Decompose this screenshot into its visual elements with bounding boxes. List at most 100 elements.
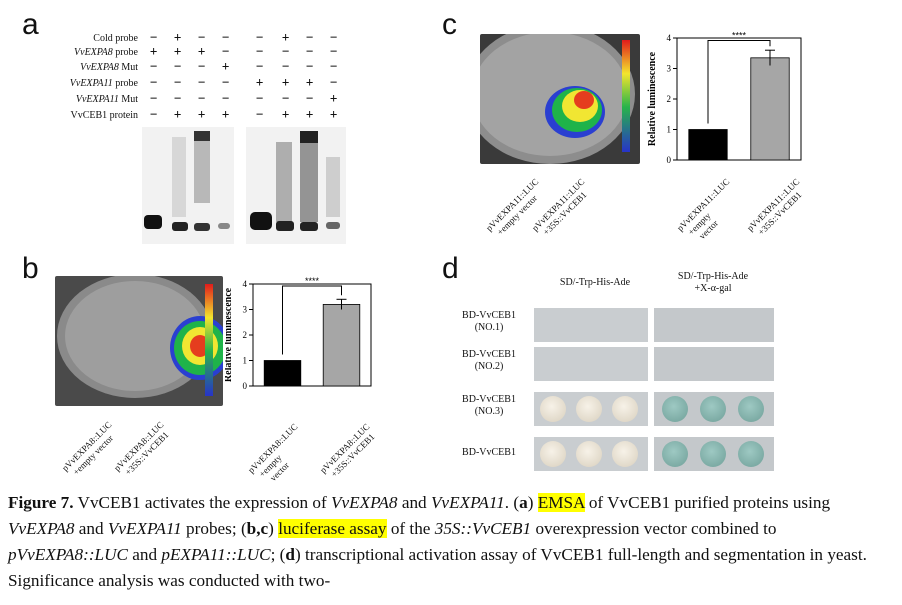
gene-name: VvEXPA11 — [75, 94, 119, 105]
panel-a-row-label: VvEXPA8 probe — [74, 47, 138, 58]
panel-a-sign: + — [330, 91, 338, 105]
caption-text: ) transcriptional activation assay of Vv… — [8, 545, 867, 590]
caption-text: and — [397, 493, 431, 512]
panel-a-sign: − — [198, 59, 206, 73]
yeast-colony-white — [576, 441, 602, 467]
panel-c-y-tick-label: 3 — [667, 64, 672, 74]
panel-c-bar — [750, 57, 790, 161]
luciferase-leaf-image-b — [55, 276, 223, 406]
panel-c-y-tick-label: 4 — [667, 33, 672, 43]
caption-text: ) — [268, 519, 279, 538]
panel-a-sign: − — [282, 59, 290, 73]
caption-text: ; ( — [270, 545, 286, 564]
panel-c-y-tick-label: 1 — [667, 125, 672, 135]
panel-a-sign: − — [198, 75, 206, 89]
panel-a-sign: − — [198, 91, 206, 105]
panel-b-bar-chart: 0 1 2 3 4 **** Relative luminescence — [225, 276, 372, 391]
panel-d-plate-sd — [534, 347, 648, 381]
panel-c-letter: c — [442, 8, 457, 41]
panel-d-row-label: BD-VvCEB1 (NO.2) — [462, 349, 516, 372]
caption-gene: 35S::VvCEB1 — [434, 519, 532, 538]
panel-b-significance-bracket — [282, 285, 342, 355]
panel-a-row-label: VvCEB1 protein — [70, 110, 139, 121]
panel-c-bar-chart: 0 1 2 3 4 **** Relative luminescence — [647, 30, 802, 165]
gene-name: VvEXPA11 — [69, 78, 113, 89]
panel-a-sign: − — [306, 59, 314, 73]
yeast-colony-white — [540, 441, 566, 467]
panel-a-sign: + — [330, 107, 338, 121]
caption-panel-ref: a — [519, 493, 528, 512]
panel-a-sign: − — [330, 30, 338, 44]
panel-a-sign: − — [150, 30, 158, 44]
panel-a-sign: − — [306, 91, 314, 105]
panel-a-row-label: VvEXPA11 probe — [70, 78, 138, 89]
yeast-colony-white — [540, 396, 566, 422]
panel-a-sign: − — [330, 44, 338, 58]
panel-a-row-label: Cold probe — [93, 33, 138, 44]
panel-d-column-2: SD/-Trp-His-Ade +X-α-gal — [677, 271, 749, 294]
yeast-colony-blue — [738, 441, 764, 467]
panel-a-sign: − — [198, 30, 206, 44]
panel-a-sign: + — [282, 107, 290, 121]
panel-a-row-label: VvEXPA8 Mut — [80, 62, 138, 73]
panel-c-y-axis-label: Relative luminescence — [647, 51, 658, 146]
panel-a-sign: − — [174, 75, 182, 89]
panel-a-sign: − — [150, 107, 158, 121]
panel-a-sign: + — [222, 59, 230, 73]
panel-a-sign: − — [330, 59, 338, 73]
panel-a-sign: − — [150, 59, 158, 73]
luciferase-leaf-image-c — [480, 34, 640, 164]
panel-b-y-tick-label: 1 — [243, 356, 248, 366]
caption-text: . ( — [504, 493, 520, 512]
row-label-suffix: Mut — [118, 62, 138, 73]
panel-b-bar — [322, 304, 361, 387]
emsa-gel-right — [246, 127, 346, 244]
panel-c-significance-bracket — [707, 39, 771, 124]
panel-d-letter: d — [442, 252, 459, 285]
panel-a-sign: − — [256, 30, 264, 44]
caption-panel-ref: d — [285, 545, 295, 564]
panel-d-plate-sd — [534, 308, 648, 342]
panel-d-plate-xgal — [654, 308, 774, 342]
caption-text: probes; ( — [181, 519, 247, 538]
panel-a-sign: − — [222, 44, 230, 58]
caption-gene: VvEXPA8 — [331, 493, 398, 512]
panel-a-sign: + — [282, 75, 290, 89]
panel-a-sign: + — [222, 107, 230, 121]
row-label-suffix: Mut — [118, 94, 138, 105]
panel-a-sign: + — [174, 44, 182, 58]
caption-text: overexpression vector combined to — [531, 519, 777, 538]
caption-text: ) — [527, 493, 538, 512]
panel-b-letter: b — [22, 252, 39, 285]
panel-d-row-label: BD-VvCEB1 (NO.3) — [462, 394, 516, 417]
panel-a-sign: + — [198, 44, 206, 58]
panel-a-sign: − — [222, 75, 230, 89]
panel-a-sign: + — [256, 75, 264, 89]
emsa-gel-left — [142, 127, 234, 244]
yeast-colony-blue — [700, 396, 726, 422]
panel-c-y-tick-label: 0 — [667, 155, 672, 165]
panel-a-sign: + — [174, 107, 182, 121]
caption-gene: pVvEXPA8::LUC — [8, 545, 128, 564]
panel-a-sign: − — [174, 91, 182, 105]
panel-a-sign: + — [150, 44, 158, 58]
panel-a-sign: − — [306, 30, 314, 44]
yeast-colony-blue — [700, 441, 726, 467]
caption-gene: VvEXPA8 — [8, 519, 75, 538]
row-label-suffix: probe — [112, 78, 138, 89]
caption-text: of VvCEB1 purified proteins using — [584, 493, 831, 512]
caption-gene: pEXPA11::LUC — [161, 545, 271, 564]
panel-a-sign: − — [150, 75, 158, 89]
panel-d-plate-xgal — [654, 347, 774, 381]
panel-b-y-tick-label: 0 — [243, 381, 248, 391]
panel-a-sign: − — [330, 75, 338, 89]
panel-c-y-tick-label: 2 — [667, 94, 672, 104]
panel-b-y-tick-label: 4 — [243, 279, 248, 289]
panel-a-sign: + — [198, 107, 206, 121]
panel-a-sign: − — [256, 91, 264, 105]
panel-a-sign: − — [256, 44, 264, 58]
panel-d-row-label: BD-VvCEB1 (NO.1) — [462, 310, 516, 333]
panel-a-sign: − — [174, 59, 182, 73]
yeast-colony-white — [612, 396, 638, 422]
panel-b-y-axis-label: Relative luminescence — [225, 287, 234, 382]
